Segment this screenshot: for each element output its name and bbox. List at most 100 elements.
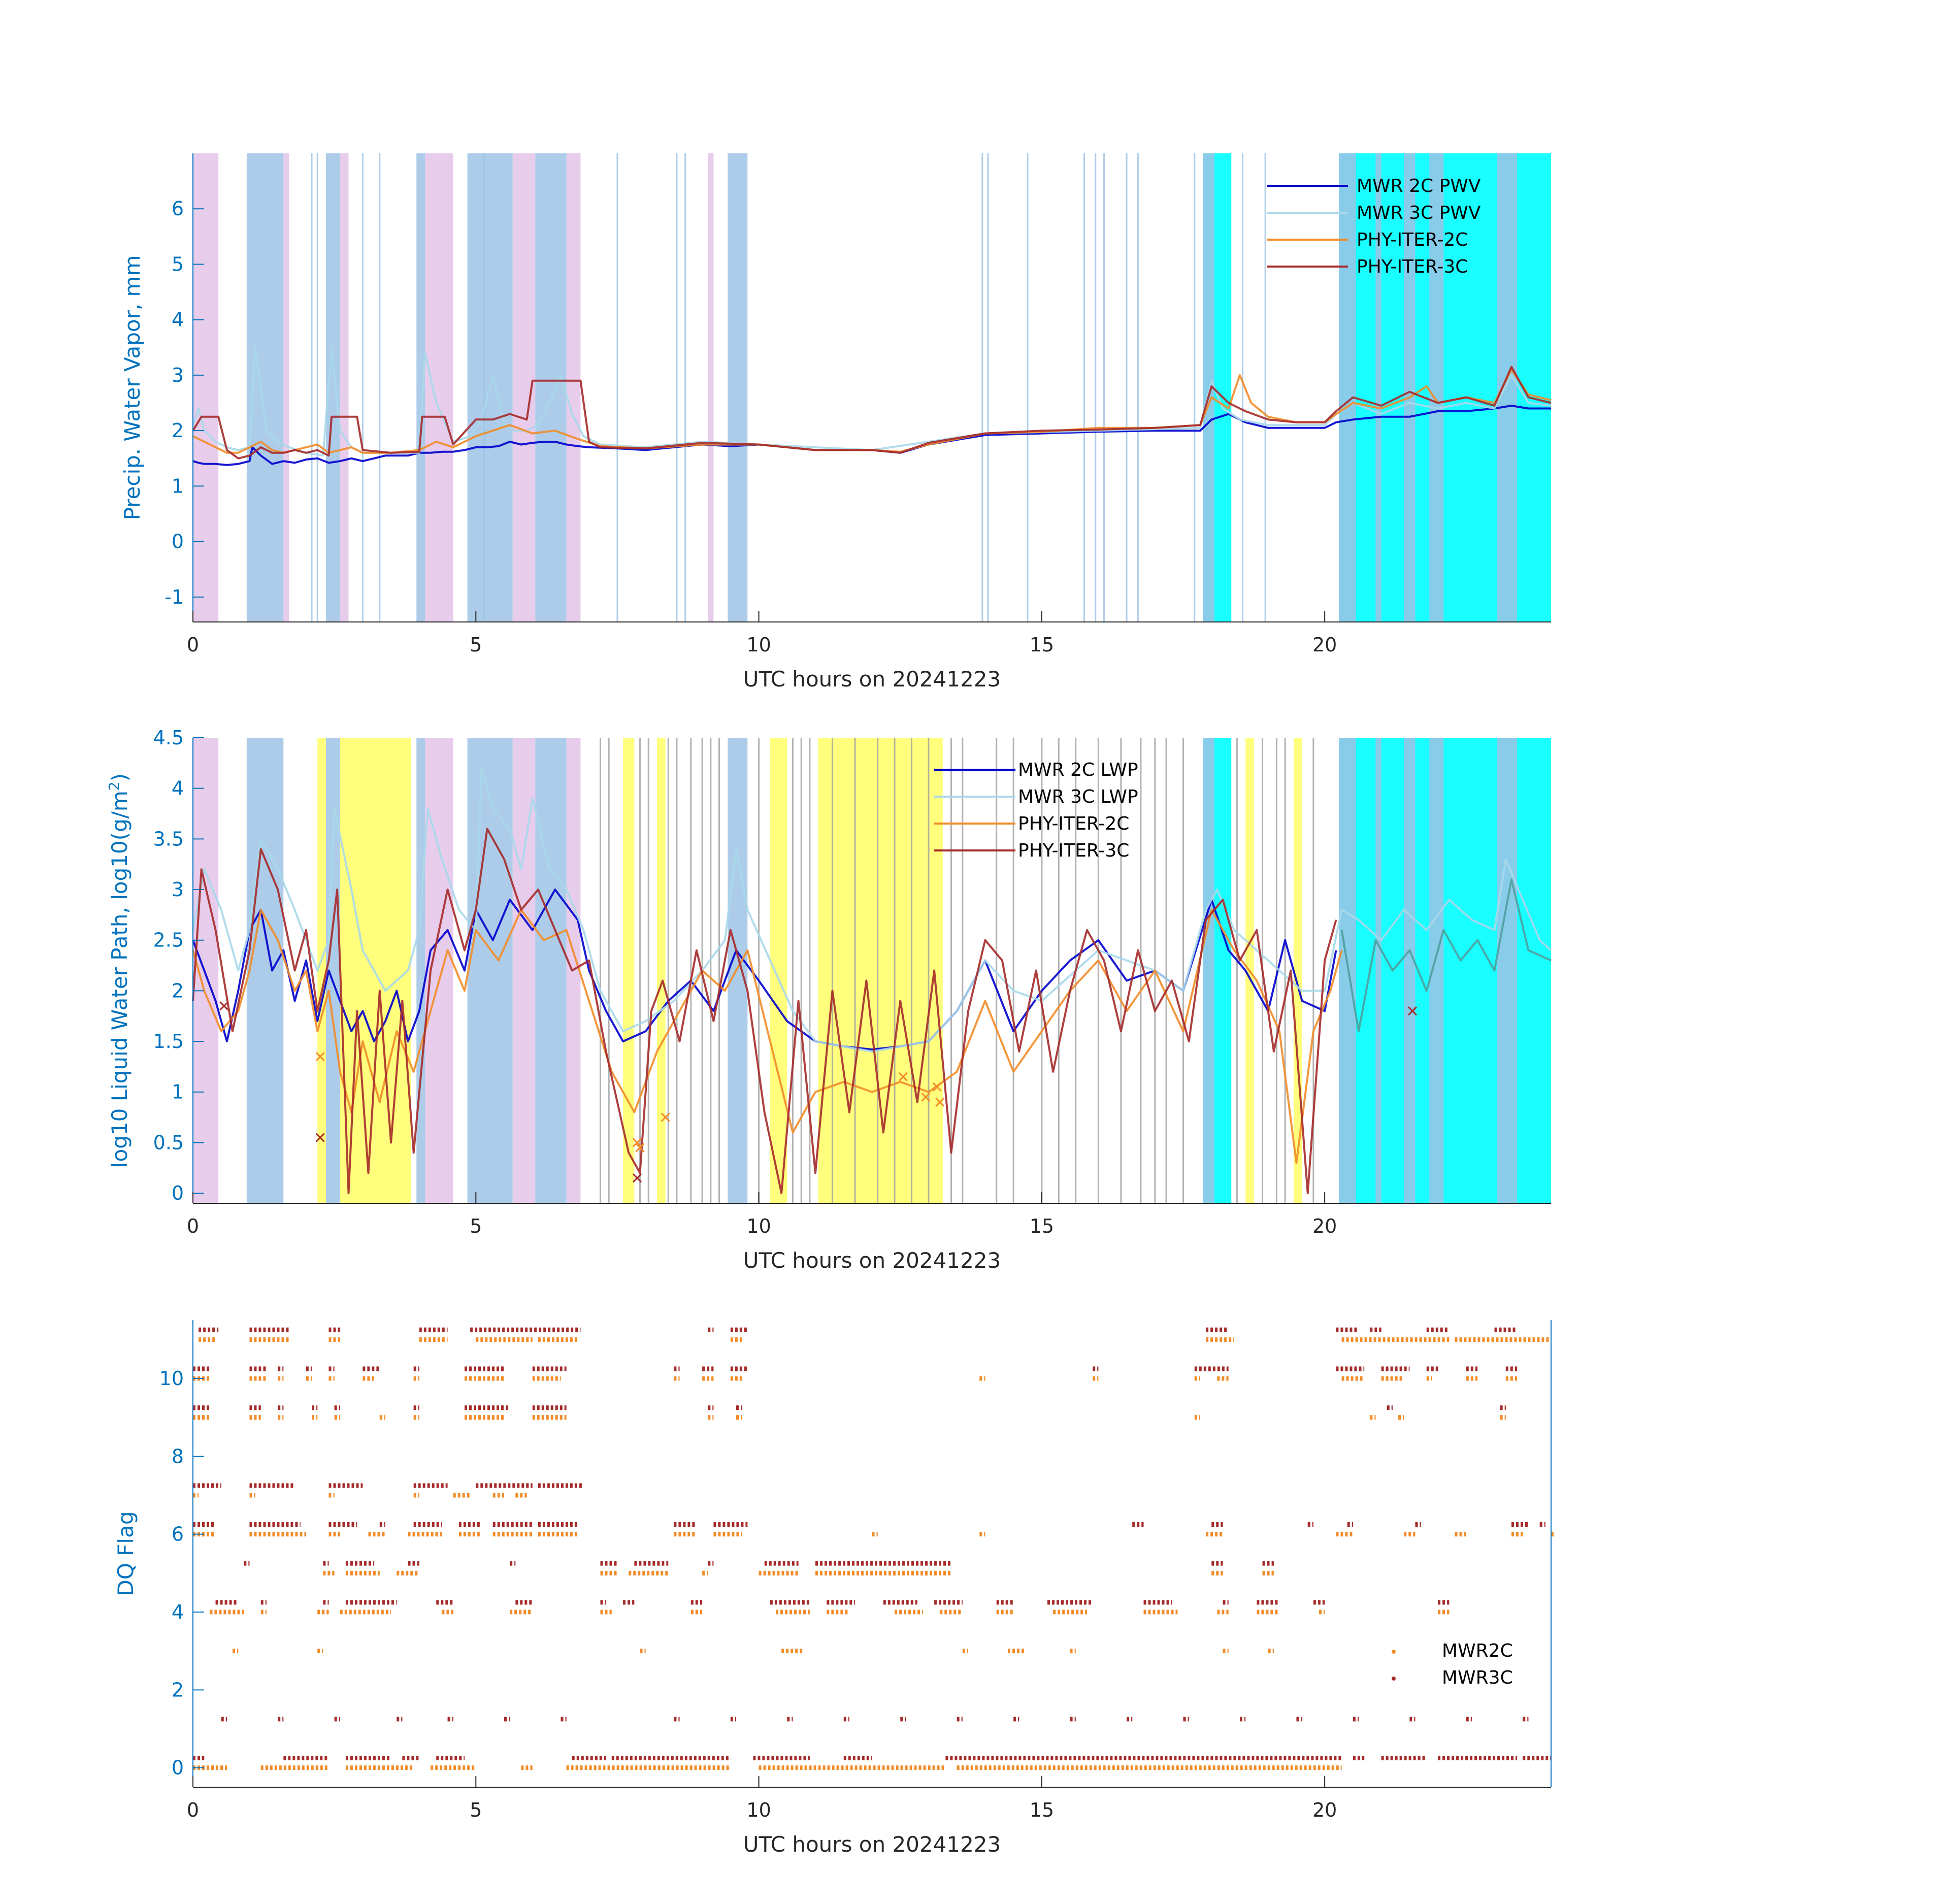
pwv-x-tick-label: 20 (1312, 634, 1337, 656)
lwp-shade-band (512, 738, 536, 1203)
lwp-y-tick-label: 0 (172, 1182, 184, 1204)
pwv-x-tick-label: 15 (1030, 634, 1054, 656)
pwv-legend-label: PHY-ITER-2C (1357, 229, 1468, 250)
lwp-axes: 0 5 10 15 20 0 0.5 1 1.5 2 2.5 3 3.5 4 4.5 (153, 727, 1551, 1237)
lwp-shade-band (416, 738, 425, 1203)
pwv-shade-band (1404, 153, 1416, 622)
dq-legend-marker (1392, 1677, 1396, 1681)
pwv-shade-band (1429, 153, 1444, 622)
lwp-x-marker (661, 1112, 670, 1122)
lwp-y-tick-label: 2.5 (153, 929, 184, 951)
pwv-axes: 0 5 10 15 20 -1 0 1 2 3 4 5 6 (164, 153, 1551, 656)
dq-legend-label: MWR2C (1442, 1640, 1513, 1661)
lwp-series (192, 767, 1552, 1195)
lwp-shade-band (623, 738, 635, 1203)
dq-legend: MWR2C MWR3C (1392, 1640, 1513, 1688)
lwp-shade-band (1375, 738, 1381, 1203)
pwv-line-mwr-2c-pwv (192, 405, 1551, 466)
lwp-shade-band (1203, 738, 1214, 1203)
dq-y-tick-label: 10 (159, 1367, 184, 1390)
lwp-shading (193, 738, 1551, 1203)
pwv-x-axis-label: UTC hours on 20241223 (743, 667, 1001, 692)
lwp-shade-band (317, 738, 326, 1203)
pwv-x-tick-label: 0 (187, 634, 199, 656)
lwp-line-mwr-3c-lwp (192, 767, 1552, 1053)
pwv-legend-label: MWR 3C PWV (1357, 203, 1481, 223)
lwp-x-marker (921, 1092, 931, 1102)
lwp-x-axis-label: UTC hours on 20241223 (743, 1248, 1001, 1273)
lwp-legend: MWR 2C LWP MWR 3C LWP PHY-ITER-2C PHY-ITER-… (934, 760, 1138, 861)
lwp-x-marker (219, 1001, 229, 1011)
lwp-x-marker (315, 1133, 325, 1142)
lwp-line-mwr-2c-lwp (192, 889, 1337, 1051)
lwp-line-phy-iter-2c (192, 908, 1343, 1164)
lwp-ylabel-end: ) (107, 773, 132, 781)
lwp-y-tick-label: 2 (172, 979, 184, 1002)
lwp-x-tick-label: 20 (1312, 1215, 1337, 1237)
lwp-x-marker (932, 1082, 942, 1092)
pwv-line-phy-iter-3c (192, 366, 1552, 459)
dq-x-tick-label: 0 (187, 1799, 199, 1821)
dq-axes: 0 5 10 15 20 0 2 4 6 8 10 (159, 1320, 1552, 1821)
dq-x-tick-label: 20 (1312, 1799, 1337, 1821)
dq-y-axis-label: DQ Flag (113, 1512, 138, 1596)
dq-legend-label: MWR3C (1442, 1667, 1513, 1688)
pwv-legend-label: PHY-ITER-3C (1357, 256, 1468, 277)
lwp-line-mwr-2c-3c-cyan-period- (1340, 878, 1552, 1033)
lwp-y-axis-label: log10 Liquid Water Path, log10(g/m2) (106, 773, 132, 1168)
dq-y-tick-label: 2 (172, 1679, 184, 1701)
lwp-shade-band (770, 738, 787, 1203)
lwp-shade-band (424, 738, 453, 1203)
pwv-x-tick-label: 10 (746, 634, 771, 656)
pwv-y-tick-label: 4 (172, 309, 184, 331)
dq-y-tick-label: 0 (172, 1757, 184, 1779)
dq-panel: 0 5 10 15 20 0 2 4 6 8 10 MWR2C MWR3C UTC hours on … (113, 1320, 1554, 1857)
pwv-y-tick-label: 0 (172, 531, 184, 553)
lwp-y-tick-label: 3 (172, 878, 184, 901)
lwp-shade-band (467, 738, 513, 1203)
lwp-y-tick-label: 4.5 (153, 727, 184, 749)
pwv-y-tick-label: 2 (172, 419, 184, 442)
lwp-legend-label: PHY-ITER-2C (1018, 813, 1129, 834)
lwp-shade-band (1497, 738, 1518, 1203)
pwv-shade-band (1375, 153, 1381, 622)
lwp-x-tick-label: 5 (470, 1215, 482, 1237)
pwv-shade-band (416, 153, 425, 622)
dq-y-tick-label: 8 (172, 1445, 184, 1467)
pwv-shading (193, 153, 1551, 622)
lwp-x-tick-label: 0 (187, 1215, 199, 1237)
lwp-x-marker (632, 1138, 642, 1147)
lwp-shade-band (1339, 738, 1356, 1203)
pwv-shade-band (193, 153, 219, 622)
pwv-legend: MWR 2C PWV MWR 3C PWV PHY-ITER-2C PHY-ITER-… (1267, 176, 1481, 277)
pwv-shade-band (708, 153, 714, 622)
pwv-shade-band (535, 153, 567, 622)
lwp-x-marker (635, 1143, 645, 1153)
pwv-y-tick-label: 5 (172, 253, 184, 275)
lwp-shade-band (1404, 738, 1416, 1203)
pwv-panel: 0 5 10 15 20 -1 0 1 2 3 4 5 6 MWR 2C PWV MWR 3C PWV PH… (120, 153, 1552, 692)
lwp-x-tick-label: 15 (1030, 1215, 1054, 1237)
lwp-y-tick-label: 1.5 (153, 1030, 184, 1053)
pwv-shade-band (1203, 153, 1214, 622)
lwp-x-marker (898, 1072, 908, 1081)
lwp-shade-band (656, 738, 666, 1203)
lwp-y-tick-label: 1 (172, 1081, 184, 1103)
pwv-line-phy-iter-2c (192, 369, 1552, 454)
lwp-y-tick-label: 4 (172, 777, 184, 800)
pwv-shade-band (1339, 153, 1356, 622)
pwv-shade-band (728, 153, 748, 622)
pwv-shade-band (424, 153, 453, 622)
lwp-shade-band (535, 738, 567, 1203)
dq-y-tick-label: 6 (172, 1523, 184, 1546)
lwp-x-marker (632, 1173, 642, 1183)
lwp-y-tick-label: 3.5 (153, 828, 184, 850)
dq-legend-marker (1392, 1650, 1396, 1654)
pwv-legend-label: MWR 2C PWV (1357, 176, 1481, 196)
lwp-shade-band (728, 738, 748, 1203)
pwv-shade-band (340, 153, 349, 622)
lwp-x-marker (1407, 1006, 1417, 1016)
pwv-shade-band (1497, 153, 1518, 622)
